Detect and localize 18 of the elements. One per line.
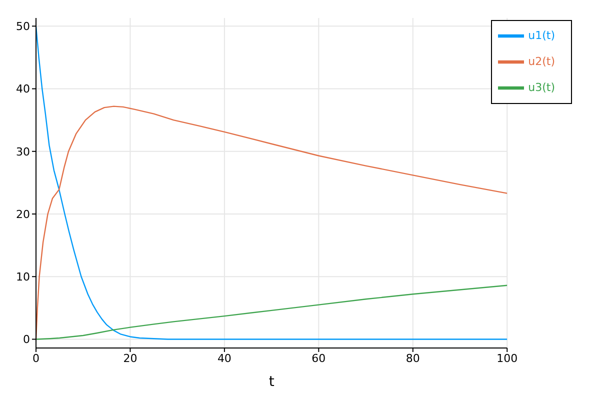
legend-label: u1(t) (528, 29, 555, 42)
line-series (36, 284, 508, 340)
y-tick-label: 10 (16, 270, 30, 284)
legend-label: u3(t) (528, 81, 555, 94)
y-tick-label: 20 (16, 208, 30, 221)
x-tick-label: 0 (32, 352, 40, 365)
x-tick-label: 20 (123, 352, 138, 365)
x-axis-title: t (268, 374, 275, 390)
x-tick-label: 60 (312, 352, 326, 365)
y-tick-label: 50 (16, 20, 30, 34)
x-tick-label: 40 (217, 352, 232, 365)
line-series (36, 26, 508, 340)
y-tick-label: 30 (16, 145, 30, 158)
y-tick-label: 0 (23, 333, 30, 346)
legend-label: u2(t) (528, 55, 555, 68)
y-tick-label: 40 (16, 82, 30, 96)
x-tick-label: 100 (496, 352, 518, 365)
x-tick-label: 80 (406, 352, 420, 365)
